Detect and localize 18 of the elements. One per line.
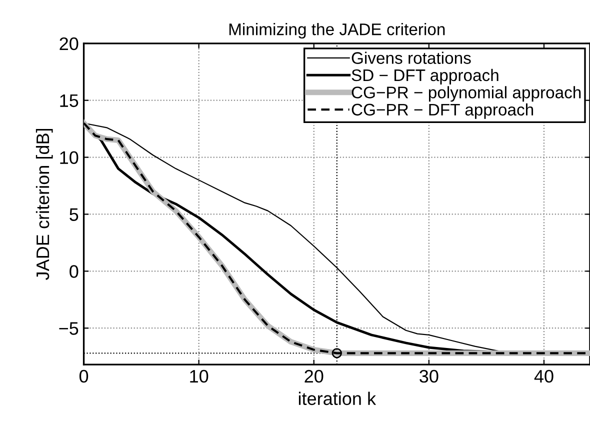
x-axis-title: iteration k (298, 392, 376, 406)
x-tick-label: 10 (190, 370, 208, 383)
legend-label: Givens rotations (352, 52, 471, 64)
x-tick-label: 40 (534, 370, 554, 383)
y-tick-label: 15 (60, 94, 78, 108)
x-tick-label: 20 (304, 370, 324, 383)
y-tick-label: 10 (60, 151, 78, 164)
y-tick-label: 5 (70, 208, 78, 221)
x-tick-label: 0 (79, 370, 88, 383)
y-tick-label: 0 (70, 265, 78, 278)
x-tick-label: 30 (420, 370, 438, 383)
y-axis-title: JADE criterion [dB] (36, 129, 53, 280)
legend-label: CG−PR − DFT approach (352, 103, 534, 119)
y-tick-label: −5 (59, 322, 78, 335)
legend-label: SD − DFT approach (352, 68, 498, 84)
y-tick-label: 20 (60, 37, 78, 50)
legend-label: CG−PR − polynomial approach (352, 86, 581, 102)
chart-title: Minimizing the JADE criterion (229, 22, 445, 39)
